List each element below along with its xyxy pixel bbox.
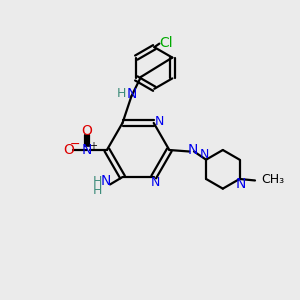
- Text: N: N: [154, 115, 164, 128]
- Text: Cl: Cl: [159, 36, 173, 50]
- Text: N: N: [236, 177, 246, 191]
- Text: N: N: [127, 87, 137, 101]
- Text: +: +: [89, 141, 97, 152]
- Text: H: H: [117, 87, 127, 100]
- Text: N: N: [188, 143, 198, 157]
- Text: O: O: [82, 124, 92, 138]
- Text: CH₃: CH₃: [262, 173, 285, 186]
- Text: N: N: [100, 175, 111, 188]
- Text: N: N: [151, 176, 160, 189]
- Text: H: H: [93, 175, 102, 188]
- Text: H: H: [93, 184, 102, 197]
- Text: N: N: [200, 148, 209, 161]
- Text: O: O: [63, 143, 74, 157]
- Text: −: −: [70, 138, 80, 151]
- Text: N: N: [82, 143, 92, 157]
